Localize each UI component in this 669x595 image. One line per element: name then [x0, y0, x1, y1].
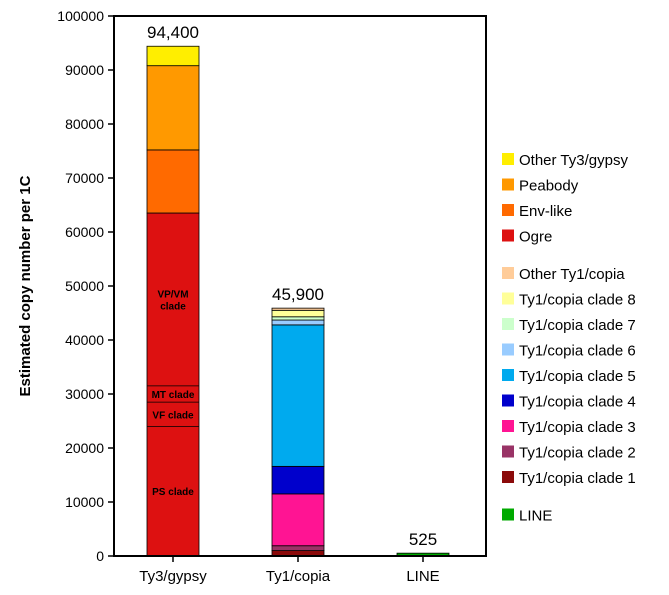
legend-item-ty1-copia-clade-7: Ty1/copia clade 7 [519, 317, 636, 334]
y-tick-label: 30000 [65, 386, 104, 402]
legend-item-ty1-copia-clade-3: Ty1/copia clade 3 [519, 419, 636, 436]
legend-swatch-ty1-copia-clade-5 [502, 369, 514, 381]
clade-label: MT clade [152, 390, 195, 401]
bar-segment-ty1-copia-clade-6 [271, 319, 325, 326]
y-tick-label: 0 [96, 548, 104, 564]
legend-swatch-ogre [502, 229, 514, 242]
legend-item-other-ty3-gypsy: Other Ty3/gypsy [519, 152, 628, 169]
y-tick-label: 20000 [65, 440, 104, 456]
bar-segment-env-like [146, 149, 200, 214]
legend-swatch-ty1-copia-clade-8 [502, 292, 514, 305]
legend-swatch-other-ty3-gypsy [502, 153, 514, 165]
legend-swatch-env-like [502, 204, 514, 216]
bar-segment-other-ty1-copia [271, 307, 325, 311]
y-tick-label: 70000 [65, 170, 104, 186]
legend-swatch-line [502, 508, 514, 521]
legend-swatch-ty1-copia-clade-6 [502, 343, 514, 356]
legend-swatch-ty1-copia-clade-2 [502, 445, 514, 458]
bar-total-label-ty1-copia: 45,900 [272, 285, 324, 304]
y-tick-label: 50000 [65, 278, 104, 294]
legend-item-env-like: Env-like [519, 203, 572, 220]
legend-swatch-ty1-copia-clade-7 [502, 318, 514, 330]
bar-segment-ty1-copia-clade-5 [271, 324, 325, 467]
legend-swatch-peabody [502, 178, 514, 191]
bar-segment-other-ty3-gypsy [146, 45, 200, 67]
y-tick-label: 100000 [57, 8, 104, 24]
bar-total-label-ty3-gypsy: 94,400 [147, 23, 199, 42]
clade-label: VP/VM [157, 290, 188, 301]
bar-segment-ty1-copia-clade-4 [271, 465, 325, 495]
legend-item-line: LINE [519, 508, 552, 525]
bar-segment-ty1-copia-clade-2 [271, 545, 325, 551]
legend-item-ty1-copia-clade-4: Ty1/copia clade 4 [519, 394, 636, 411]
x-tick-label-line: LINE [406, 568, 439, 585]
legend-item-ogre: Ogre [519, 229, 552, 246]
legend-item-ty1-copia-clade-2: Ty1/copia clade 2 [519, 445, 636, 462]
legend-item-ty1-copia-clade-5: Ty1/copia clade 5 [519, 368, 636, 385]
y-tick-label: 60000 [65, 224, 104, 240]
clade-label: PS clade [152, 487, 194, 498]
bar-segment-ty1-copia-clade-7 [271, 316, 325, 321]
legend-item-other-ty1-copia: Other Ty1/copia [519, 266, 625, 283]
bar-segment-ty1-copia-clade-8 [271, 309, 325, 318]
bar-segment-ty1-copia-clade-3 [271, 493, 325, 547]
y-tick-label: 80000 [65, 116, 104, 132]
legend-swatch-other-ty1-copia [502, 267, 514, 279]
y-axis-label: Estimated copy number per 1C [17, 175, 34, 396]
bar-total-label-line: 525 [409, 530, 437, 549]
legend-item-peabody: Peabody [519, 178, 579, 195]
y-tick-label: 40000 [65, 332, 104, 348]
legend-item-ty1-copia-clade-8: Ty1/copia clade 8 [519, 292, 636, 309]
legend-item-ty1-copia-clade-6: Ty1/copia clade 6 [519, 343, 636, 360]
legend-item-ty1-copia-clade-1: Ty1/copia clade 1 [519, 470, 636, 487]
clade-label: clade [160, 302, 186, 313]
legend-swatch-ty1-copia-clade-4 [502, 394, 514, 407]
legend-swatch-ty1-copia-clade-3 [502, 420, 514, 432]
y-tick-label: 10000 [65, 494, 104, 510]
x-tick-label-ty1-copia: Ty1/copia [266, 568, 331, 585]
clade-label: VF clade [152, 410, 194, 421]
bar-segment-peabody [146, 65, 200, 151]
y-tick-label: 90000 [65, 62, 104, 78]
bar-segment-ogre [146, 212, 200, 557]
x-tick-label-ty3-gypsy: Ty3/gypsy [139, 568, 207, 585]
legend-swatch-ty1-copia-clade-1 [502, 471, 514, 483]
